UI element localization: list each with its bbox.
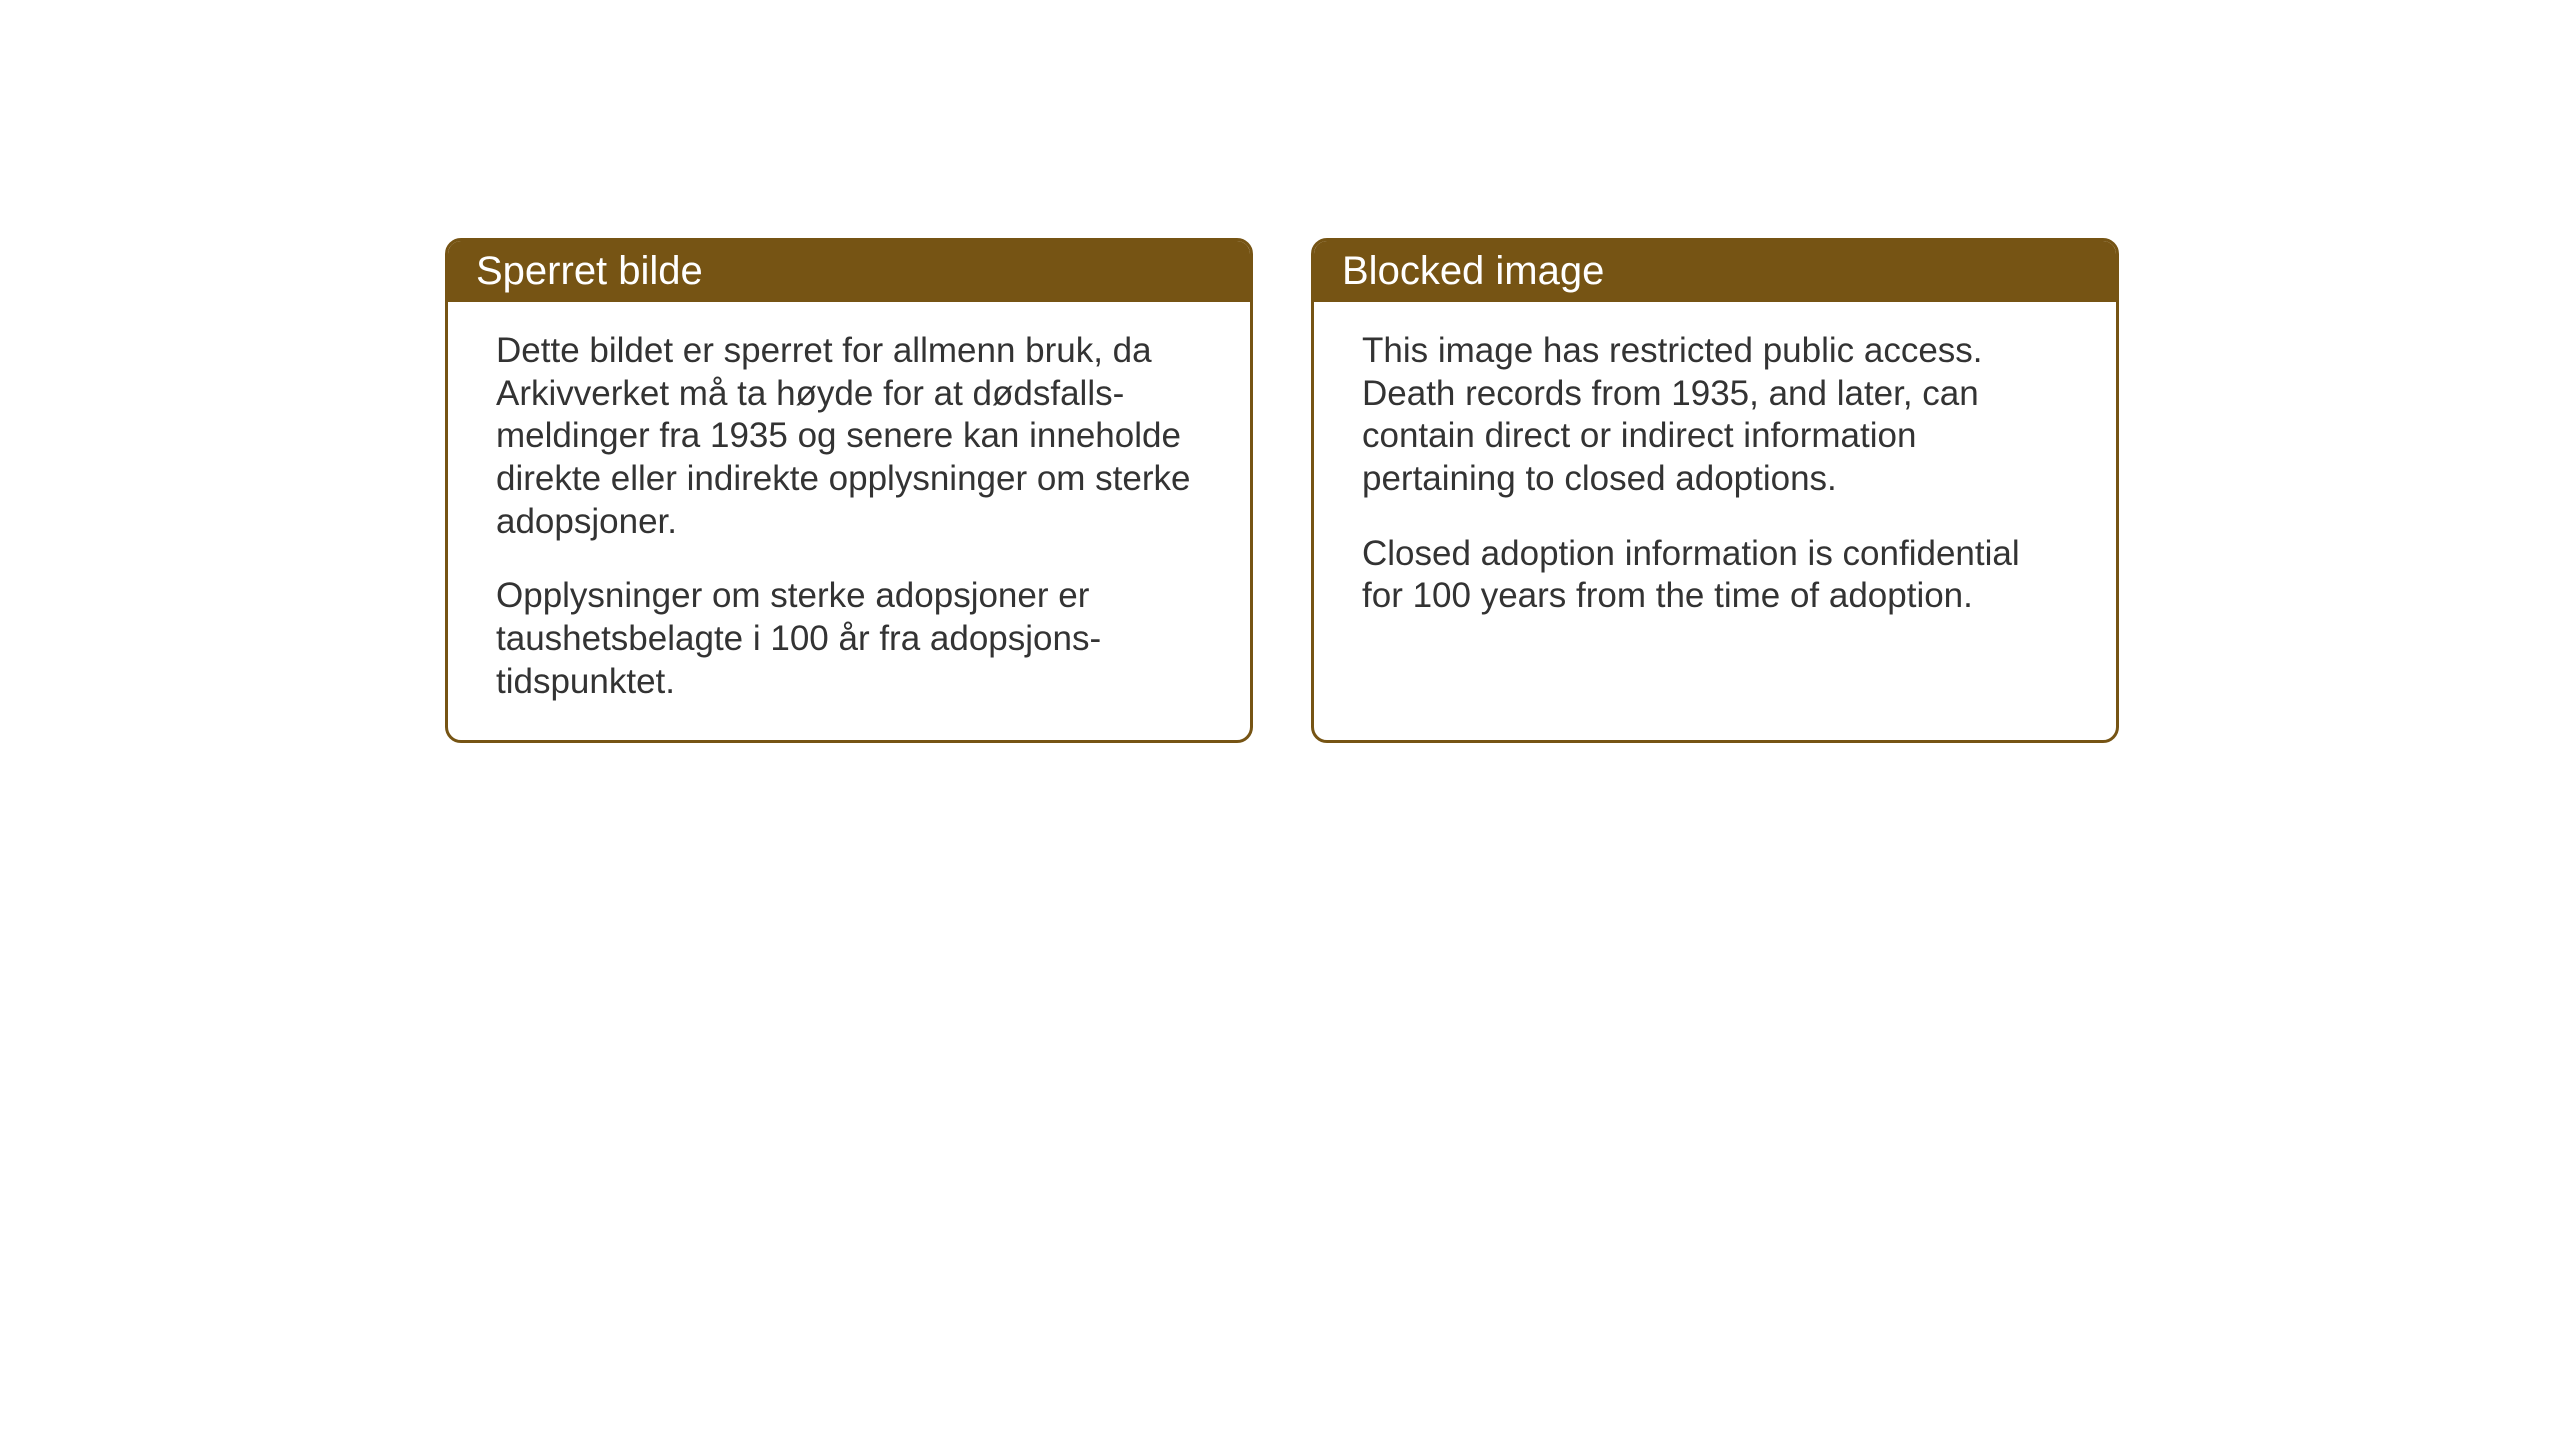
notice-container: Sperret bilde Dette bildet er sperret fo… bbox=[445, 238, 2119, 743]
notice-paragraph-1-norwegian: Dette bildet er sperret for allmenn bruk… bbox=[496, 330, 1202, 543]
notice-body-norwegian: Dette bildet er sperret for allmenn bruk… bbox=[448, 302, 1250, 740]
notice-title-english: Blocked image bbox=[1342, 249, 1604, 293]
notice-paragraph-2-english: Closed adoption information is confident… bbox=[1362, 533, 2068, 618]
notice-header-norwegian: Sperret bilde bbox=[448, 241, 1250, 302]
notice-paragraph-2-norwegian: Opplysninger om sterke adopsjoner er tau… bbox=[496, 575, 1202, 703]
notice-body-english: This image has restricted public access.… bbox=[1314, 302, 2116, 654]
notice-header-english: Blocked image bbox=[1314, 241, 2116, 302]
notice-box-english: Blocked image This image has restricted … bbox=[1311, 238, 2119, 743]
notice-paragraph-1-english: This image has restricted public access.… bbox=[1362, 330, 2068, 501]
notice-box-norwegian: Sperret bilde Dette bildet er sperret fo… bbox=[445, 238, 1253, 743]
notice-title-norwegian: Sperret bilde bbox=[476, 249, 703, 293]
